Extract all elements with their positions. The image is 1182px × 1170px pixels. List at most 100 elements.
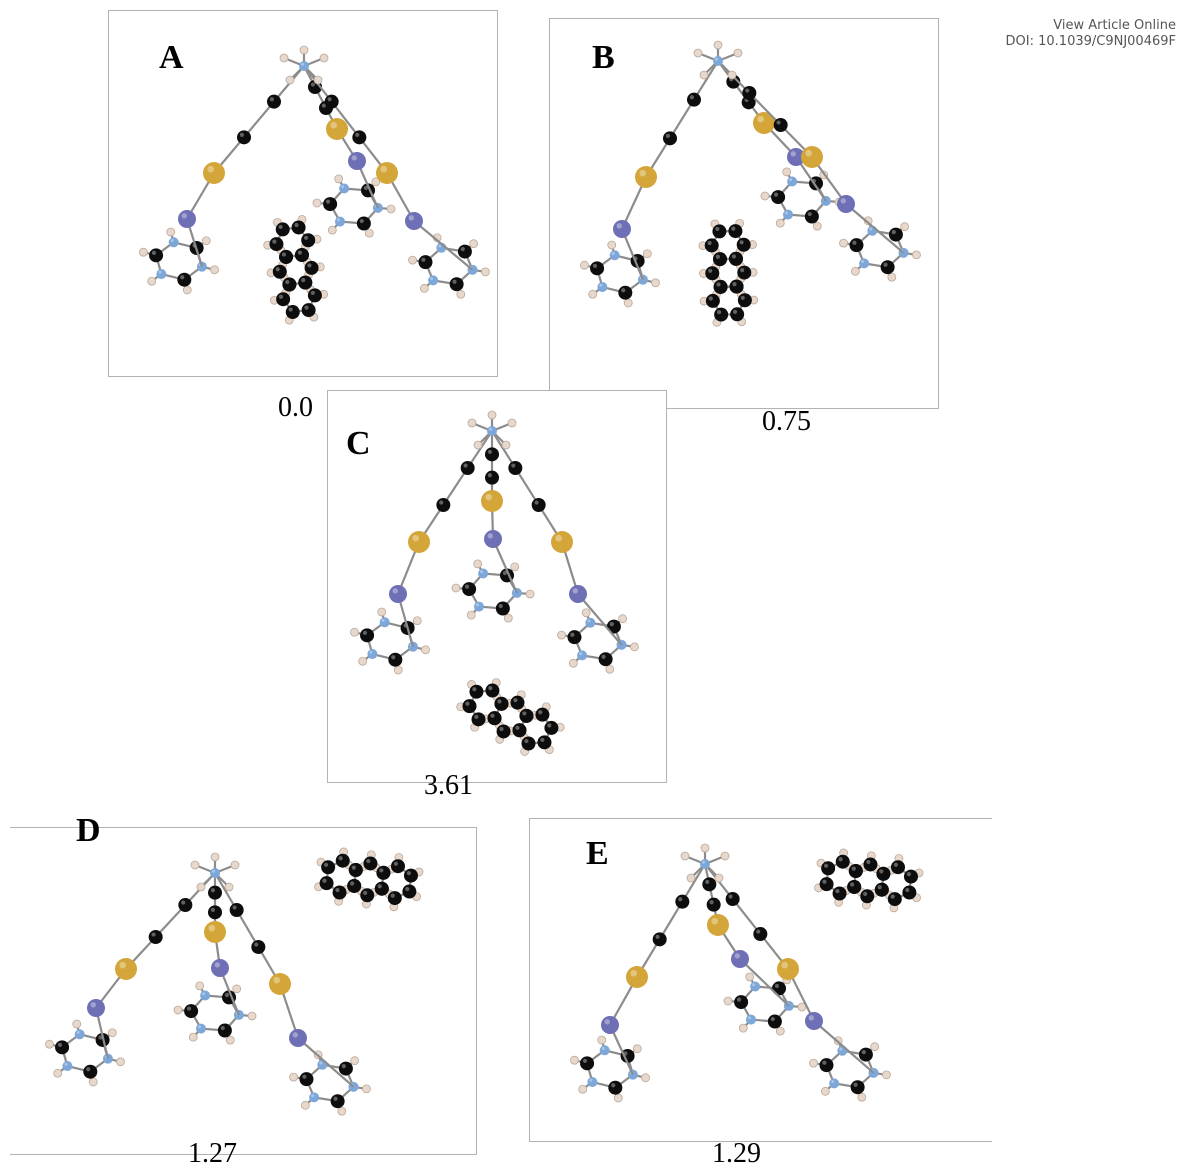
- panel-label: C: [346, 425, 371, 463]
- atom-highlight: [465, 585, 469, 589]
- atom-highlight: [304, 306, 308, 310]
- atom-highlight: [587, 620, 590, 623]
- hydrogen-atom: [714, 41, 722, 49]
- hydrogen-atom: [700, 71, 708, 79]
- atom-highlight: [610, 622, 614, 626]
- gold-atom: [801, 146, 823, 168]
- atom-highlight: [301, 278, 305, 282]
- carbon-atom: [149, 930, 163, 944]
- atom-highlight: [863, 892, 867, 896]
- hydrogen-atom: [643, 250, 651, 258]
- atom-highlight: [211, 888, 215, 892]
- metal-atom: [731, 950, 749, 968]
- nitrogen-atom: [335, 217, 345, 227]
- hydrogen-atom: [202, 237, 210, 245]
- atom-highlight: [702, 861, 705, 864]
- atom-highlight: [808, 212, 812, 216]
- atom-highlight: [391, 655, 395, 659]
- atom-highlight: [709, 900, 713, 904]
- hydrogen-atom: [761, 192, 769, 200]
- carbon-atom: [352, 130, 366, 144]
- molecule-d-image: [10, 828, 476, 1154]
- hydrogen-atom: [359, 657, 367, 665]
- panel-label: D: [76, 812, 101, 850]
- nitrogen-atom: [309, 1092, 319, 1102]
- hydrogen-atom: [422, 646, 430, 654]
- atom-highlight: [601, 655, 605, 659]
- carbon-atom: [599, 652, 613, 666]
- atom-highlight: [212, 870, 215, 873]
- hydrogen-atom: [901, 223, 909, 231]
- hydrogen-atom: [840, 239, 848, 247]
- hydrogen-atom: [211, 266, 219, 274]
- gold-atom: [204, 921, 226, 943]
- carbon-atom: [567, 630, 581, 644]
- carbon-atom: [876, 867, 890, 881]
- atom-highlight: [892, 230, 896, 234]
- hydrogen-atom: [233, 985, 241, 993]
- view-article-online-link[interactable]: View Article Online: [1006, 18, 1176, 34]
- atom-highlight: [515, 726, 519, 730]
- atom-highlight: [350, 881, 354, 885]
- hydrogen-atom: [474, 560, 482, 568]
- carbon-atom: [902, 885, 916, 899]
- atom-highlight: [407, 871, 411, 875]
- hydrogen-atom: [413, 617, 421, 625]
- atom-highlight: [605, 1019, 610, 1024]
- atom-highlight: [342, 1064, 346, 1068]
- atom-highlight: [524, 739, 528, 743]
- carbon-atom: [772, 981, 786, 995]
- atom-highlight: [547, 723, 551, 727]
- carbon-atom: [276, 292, 290, 306]
- atom-highlight: [589, 1079, 592, 1082]
- carbon-atom: [590, 261, 604, 275]
- atom-highlight: [363, 631, 367, 635]
- carbon-atom: [485, 447, 499, 461]
- atom-highlight: [602, 1047, 605, 1050]
- carbon-atom: [742, 86, 756, 100]
- hydrogen-atom: [624, 299, 632, 307]
- atom-highlight: [791, 151, 796, 156]
- atom-highlight: [593, 264, 597, 268]
- atom-highlight: [748, 1016, 751, 1019]
- hydrogen-atom: [174, 1006, 182, 1014]
- carbon-atom: [472, 712, 486, 726]
- hydrogen-atom: [851, 267, 859, 275]
- atom-highlight: [355, 133, 359, 137]
- hydrogen-atom: [313, 199, 321, 207]
- hydrogen-atom: [362, 1085, 370, 1093]
- metal-atom: [837, 195, 855, 213]
- atom-highlight: [869, 228, 872, 231]
- atom-highlight: [341, 185, 344, 188]
- atom-highlight: [716, 282, 720, 286]
- atom-highlight: [382, 619, 385, 622]
- hydrogen-atom: [633, 1045, 641, 1053]
- atom-highlight: [151, 932, 155, 936]
- hydrogen-atom: [598, 1036, 606, 1044]
- carbon-atom: [485, 684, 499, 698]
- atom-highlight: [756, 929, 760, 933]
- carbon-atom: [738, 293, 752, 307]
- atom-highlight: [302, 1075, 306, 1079]
- carbon-atom: [347, 879, 361, 893]
- atom-highlight: [393, 588, 398, 593]
- carbon-atom: [178, 898, 192, 912]
- atom-highlight: [272, 240, 276, 244]
- hydrogen-atom: [642, 1074, 650, 1082]
- atom-highlight: [678, 897, 682, 901]
- atom-highlight: [538, 710, 542, 714]
- carbon-atom: [851, 1080, 865, 1094]
- atom-highlight: [497, 699, 501, 703]
- nitrogen-atom: [196, 1024, 206, 1034]
- atom-highlight: [891, 895, 895, 899]
- atom-highlight: [775, 984, 779, 988]
- atom-highlight: [412, 535, 419, 542]
- hydrogen-atom: [409, 256, 417, 264]
- carbon-atom: [618, 286, 632, 300]
- hydrogen-atom: [558, 631, 566, 639]
- nitrogen-atom: [746, 1015, 756, 1025]
- carbon-atom: [519, 709, 533, 723]
- hydrogen-atom: [582, 609, 590, 617]
- atom-highlight: [850, 882, 854, 886]
- atom-highlight: [380, 166, 387, 173]
